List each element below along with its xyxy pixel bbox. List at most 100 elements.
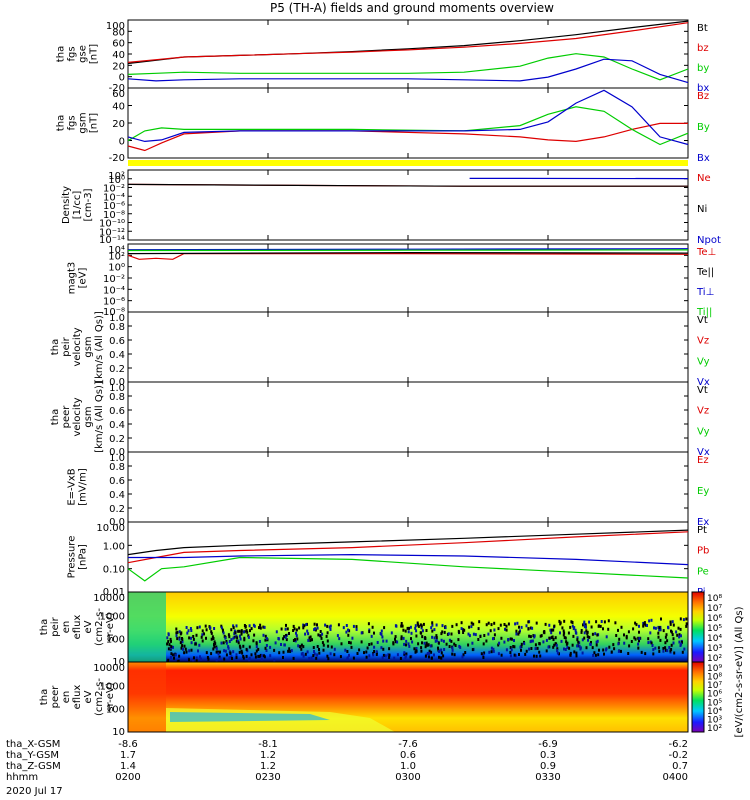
spectrogram-pixel: [435, 623, 438, 627]
spectrogram-pixel: [492, 647, 495, 651]
spectrogram-pixel: [292, 629, 295, 632]
series-line-Bz: [127, 122, 688, 152]
spectrogram-pixel: [643, 622, 646, 626]
y-axis-label-line: peir: [50, 616, 61, 636]
spectrogram-pixel: [311, 638, 313, 642]
spectrogram-pixel: [308, 636, 311, 640]
y-tick-label: 10: [112, 657, 125, 668]
spectrogram-pixel: [535, 621, 538, 625]
spectrogram-pixel: [565, 640, 568, 644]
spectrogram-pixel: [458, 630, 461, 634]
spectrogram-pixel: [652, 648, 655, 652]
spectrogram-pixel: [210, 637, 213, 641]
legend-entry: bx: [697, 83, 709, 94]
spectrogram-pixel: [617, 642, 620, 646]
colorbar-tick-label: 10⁷: [707, 604, 722, 614]
legend-entry: Vt: [697, 315, 708, 326]
spectrogram-pixel: [471, 648, 474, 652]
spectrogram-pixel: [404, 629, 407, 633]
spectrogram-pixel: [433, 628, 436, 632]
spectrogram-pixel: [222, 631, 225, 635]
spectrogram-pixel: [249, 629, 251, 633]
spectrogram-pixel: [520, 625, 523, 629]
spectrogram-pixel: [438, 655, 440, 659]
panel-frame: [127, 87, 689, 159]
spectrogram-pixel: [569, 651, 572, 655]
spectrogram-pixel: [210, 652, 213, 656]
y-axis-label-line: gsm: [83, 406, 94, 427]
spectrogram-pixel: [552, 645, 555, 649]
legend-entry: Bt: [697, 23, 708, 34]
spectrogram-pixel: [326, 654, 329, 658]
spectrogram-pixel: [406, 626, 409, 630]
spectrogram-pixel: [242, 654, 245, 658]
spectrogram-pixel: [493, 621, 496, 625]
spectrogram-pixel: [462, 631, 465, 634]
spectrogram-pixel: [269, 645, 272, 649]
spectrogram-pixel: [662, 647, 665, 650]
spectrogram-pixel: [583, 622, 586, 626]
spectrogram-pixel: [679, 627, 682, 631]
spectrogram-pixel: [562, 633, 565, 637]
spectrogram-pixel: [372, 653, 375, 657]
y-tick-label: 10²: [108, 251, 125, 262]
spectrogram-pixel: [336, 634, 339, 638]
spectrogram-pixel: [261, 654, 263, 658]
spectrogram-pixel: [572, 627, 575, 631]
spectrogram-pixel: [671, 620, 674, 624]
spectrogram-pixel: [348, 629, 351, 633]
y-tick-label: 0.4: [109, 420, 125, 431]
spectrogram-pixel: [415, 629, 418, 633]
spectrogram-pixel: [440, 632, 443, 636]
spectrogram-pixel: [462, 653, 465, 657]
spectrogram-pixel: [530, 647, 533, 650]
spectrogram-pixel: [529, 635, 532, 639]
ephemeris-value: -0.2: [668, 750, 688, 761]
spectrogram-pixel: [235, 653, 238, 657]
y-tick-label: 0.8: [109, 392, 125, 403]
spectrogram-pixel: [556, 647, 559, 651]
spectrogram-pixel: [316, 623, 318, 627]
spectrogram-pixel: [231, 657, 233, 660]
y-axis-label-line: gsm: [83, 336, 94, 357]
spectrogram-pixel: [225, 640, 228, 643]
spectrogram-pixel: [538, 650, 541, 654]
spectrogram-pixel: [388, 655, 391, 659]
y-axis-label-line: eflux: [72, 615, 83, 640]
spectrogram-pixel: [238, 629, 241, 633]
spectrogram-pixel: [265, 644, 268, 647]
spectrogram-pixel: [200, 657, 202, 661]
spectrogram-pixel: [485, 623, 488, 627]
spectrogram-pixel: [225, 641, 228, 645]
spectrogram-pixel: [542, 640, 545, 644]
spectrogram-pixel: [556, 651, 559, 655]
spectrogram-pixel: [425, 641, 428, 645]
spectrogram-pixel: [368, 643, 371, 646]
spectrogram-pixel: [238, 644, 241, 648]
spectrogram-pixel: [463, 628, 466, 632]
legend-entry: Pt: [697, 525, 707, 536]
spectrogram-pixel: [348, 653, 350, 657]
ephemeris-value: 0230: [255, 772, 280, 783]
spectrogram-pixel: [178, 654, 181, 658]
spectrogram-pixel: [167, 647, 170, 651]
spectrogram-pixel: [185, 626, 188, 629]
spectrogram-pixel: [573, 650, 576, 654]
spectrogram-pixel: [525, 624, 528, 628]
spectrogram-pixel: [437, 641, 440, 645]
y-tick-label: 10⁰: [108, 263, 125, 274]
y-tick-label: 0.8: [109, 462, 125, 473]
spectrogram-pixel: [198, 625, 201, 629]
spectrogram-pixel: [559, 622, 562, 626]
spectrogram-pixel: [451, 646, 454, 650]
spectrogram-pixel: [680, 642, 683, 646]
spectrogram-pixel: [234, 631, 237, 635]
spectrogram-pixel: [239, 646, 242, 650]
y-axis-label-line: [nT]: [89, 44, 100, 64]
spectrogram-pixel: [657, 625, 660, 629]
spectrogram-pixel: [430, 626, 433, 630]
spectrogram-pixel: [317, 633, 320, 637]
spectrogram-pixel: [420, 646, 423, 650]
spectrogram-pixel: [415, 647, 418, 650]
